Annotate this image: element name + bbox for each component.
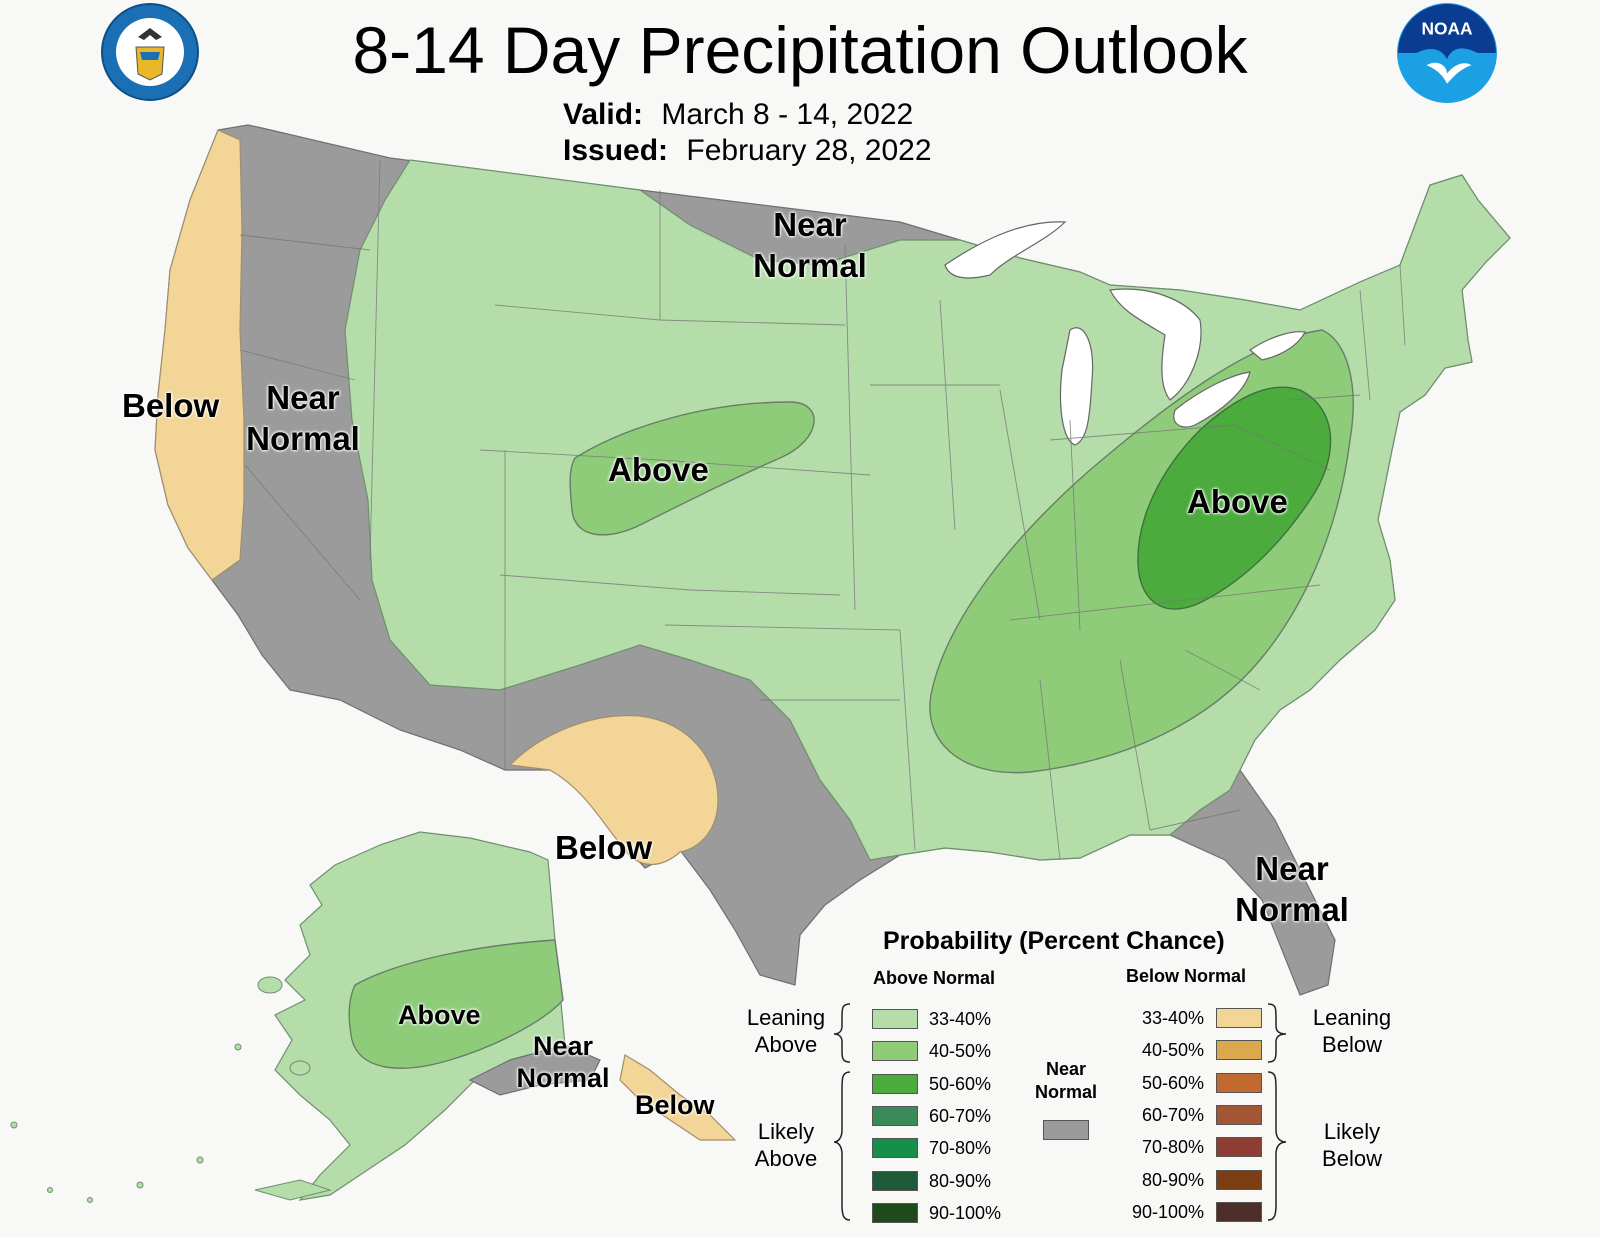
label-florida-near-2: Normal	[1235, 891, 1349, 928]
legend-above-pct-33-40: 33-40%	[929, 1009, 992, 1029]
great-lakes	[944, 221, 1306, 446]
legend-below-box-90-100	[1216, 1202, 1262, 1222]
legend-above-box-33-40	[872, 1009, 918, 1029]
issued-value: February 28, 2022	[686, 134, 932, 167]
legend-below-pct-80-90: 80-90%	[1141, 1170, 1204, 1190]
issued-line: Issued: February 28, 2022	[563, 133, 932, 169]
alaska-near-normal-region	[468, 1044, 601, 1096]
legend-below-box-80-90	[1216, 1170, 1262, 1190]
page-title: 8-14 Day Precipitation Outlook	[352, 13, 1248, 87]
label-north-near-2: Normal	[753, 247, 867, 284]
legend-above-braces	[833, 1003, 851, 1221]
label-texas-below: Below	[555, 829, 653, 866]
legend-leaning-above-2: Above	[754, 1032, 818, 1057]
legend-below-header: Below Normal	[1126, 966, 1247, 986]
label-west-below: Below	[122, 387, 220, 424]
legend-below-box-60-70	[1216, 1105, 1262, 1125]
east-above-50-60-region	[1137, 386, 1332, 610]
label-west-near-normal: Near Normal	[238, 380, 368, 457]
label-florida-near-1: Near	[1255, 850, 1329, 887]
legend-below-box-33-40	[1216, 1008, 1262, 1028]
legend-above-pct-70-80: 70-80%	[929, 1138, 992, 1158]
noaa-logo: NOAA	[1397, 3, 1497, 103]
label-west-near-1: Near	[266, 379, 340, 416]
legend-below-box-70-80	[1216, 1137, 1262, 1157]
legend-above-box-50-60	[872, 1074, 918, 1094]
legend-above-pct-90-100: 90-100%	[929, 1203, 1002, 1223]
legend-above-box-40-50	[872, 1041, 918, 1061]
legend-above-pct-40-50: 40-50%	[929, 1041, 992, 1061]
legend-near-1: Near	[1045, 1059, 1087, 1079]
legend-above-pct-50-60: 50-60%	[929, 1074, 992, 1094]
legend-likely-below-1: Likely	[1323, 1119, 1381, 1144]
legend-likely-below-2: Below	[1322, 1146, 1382, 1171]
legend-above-box-80-90	[872, 1171, 918, 1191]
legend-likely-below: Likely Below	[1302, 1118, 1402, 1172]
legend-below-box-40-50	[1216, 1040, 1262, 1060]
alaska-below-region	[619, 1054, 737, 1141]
legend-above-pct-60-70: 60-70%	[929, 1106, 992, 1126]
legend-title: Probability (Percent Chance)	[883, 927, 1225, 955]
label-alaska-below: Below	[635, 1090, 715, 1120]
valid-line: Valid: March 8 - 14, 2022	[563, 97, 913, 133]
legend-below-box-50-60	[1216, 1073, 1262, 1093]
legend-leaning-below-2: Below	[1322, 1032, 1382, 1057]
legend-below-pct-50-60: 50-60%	[1141, 1073, 1204, 1093]
issued-label: Issued:	[563, 134, 669, 167]
west-coast-below-region	[154, 129, 245, 581]
valid-label: Valid:	[563, 98, 644, 131]
legend-below-pct-60-70: 60-70%	[1141, 1105, 1204, 1125]
department-of-commerce-seal	[101, 3, 199, 101]
legend-below-pct-33-40: 33-40%	[1141, 1008, 1204, 1028]
texas-below-region	[508, 714, 719, 865]
label-alaska-near-1: Near	[532, 1031, 594, 1061]
legend-above-box-60-70	[872, 1106, 918, 1126]
legend-near-normal-box	[1043, 1120, 1089, 1140]
legend-leaning-above-1: Leaning	[746, 1005, 826, 1030]
legend-likely-above: Likely Above	[738, 1118, 834, 1172]
state-boundaries	[239, 159, 1406, 861]
legend-above-pct-80-90: 80-90%	[929, 1171, 992, 1191]
legend-near-2: Normal	[1034, 1082, 1097, 1102]
legend-below-pct-40-50: 40-50%	[1141, 1040, 1204, 1060]
label-alaska-above: Above	[398, 1000, 481, 1030]
label-alaska-near-normal: Near Normal	[513, 1031, 613, 1093]
noaa-logo-text: NOAA	[1421, 19, 1473, 39]
legend-above-header: Above Normal	[873, 968, 996, 988]
legend-near-normal: Near Normal	[1025, 1058, 1107, 1104]
legend-above-box-90-100	[872, 1203, 918, 1223]
legend-likely-above-2: Above	[754, 1146, 818, 1171]
label-north-near-1: Near	[773, 206, 847, 243]
alaska-above-40-50-region	[348, 939, 564, 1069]
label-west-near-2: Normal	[246, 420, 360, 457]
plains-above-region	[569, 401, 815, 536]
legend-likely-above-1: Likely	[757, 1119, 815, 1144]
legend-leaning-above: Leaning Above	[738, 1004, 834, 1058]
label-alaska-near-2: Normal	[516, 1063, 610, 1093]
label-east-above: Above	[1187, 483, 1288, 520]
valid-value: March 8 - 14, 2022	[661, 98, 914, 131]
legend-leaning-below-1: Leaning	[1312, 1005, 1392, 1030]
legend-above-box-70-80	[872, 1138, 918, 1158]
legend-below-pct-70-80: 70-80%	[1141, 1137, 1204, 1157]
legend-below-pct-90-100: 90-100%	[1131, 1202, 1204, 1222]
legend-below-braces	[1267, 1003, 1287, 1221]
legend-leaning-below: Leaning Below	[1302, 1004, 1402, 1058]
label-north-near-normal: Near Normal	[740, 207, 880, 284]
aleutian-islands	[10, 976, 332, 1203]
label-florida-near-normal: Near Normal	[1222, 851, 1362, 928]
label-plains-above: Above	[608, 451, 709, 488]
